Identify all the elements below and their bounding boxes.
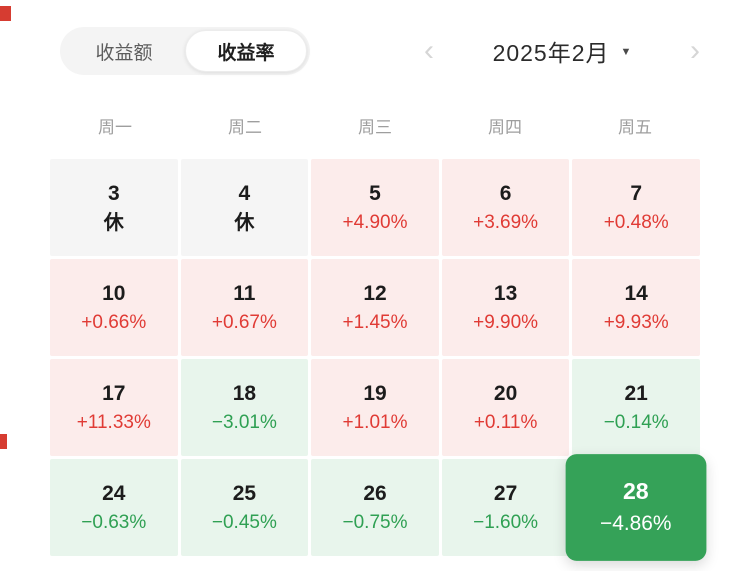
calendar-cell[interactable]: 10 +0.66% bbox=[50, 259, 178, 356]
cell-value: −0.45% bbox=[211, 512, 277, 533]
calendar-cell[interactable]: 18 −3.01% bbox=[180, 359, 309, 456]
cell-value: −0.14% bbox=[603, 412, 669, 433]
calendar-cell[interactable]: 17 +11.33% bbox=[50, 359, 178, 456]
cell-date: 25 bbox=[232, 482, 257, 505]
cell-date: 14 bbox=[624, 282, 648, 305]
cell-value: −0.75% bbox=[342, 512, 408, 533]
cell-date: 24 bbox=[102, 482, 126, 505]
cell-value: 休 bbox=[103, 211, 124, 234]
cell-date: 11 bbox=[233, 282, 256, 305]
cell-date: 6 bbox=[499, 182, 512, 205]
cell-date: 5 bbox=[369, 182, 381, 205]
calendar-cell[interactable]: 19 +1.01% bbox=[311, 359, 439, 456]
cell-value: +9.90% bbox=[473, 312, 539, 333]
cell-date: 18 bbox=[232, 382, 257, 405]
calendar-cell[interactable]: 25 −0.45% bbox=[180, 459, 309, 556]
tab-profit-rate[interactable]: 收益率 bbox=[185, 30, 307, 72]
calendar-cell[interactable]: 11 +0.67% bbox=[180, 259, 309, 356]
cell-value: +0.11% bbox=[473, 412, 538, 433]
cell-date: 28 bbox=[623, 479, 650, 505]
weekday-wed: 周三 bbox=[358, 118, 392, 137]
cell-date: 21 bbox=[624, 382, 648, 405]
cell-value: +11.33% bbox=[76, 412, 151, 433]
chevron-down-icon: ▼ bbox=[620, 46, 632, 58]
weekday-mon: 周一 bbox=[98, 118, 132, 137]
cell-date: 19 bbox=[363, 382, 387, 405]
calendar-cell[interactable]: 6 +3.69% bbox=[441, 159, 570, 256]
weekday-tue: 周二 bbox=[228, 118, 262, 137]
prev-month-icon[interactable]: ‹ bbox=[424, 34, 434, 67]
cell-value: +1.01% bbox=[342, 412, 408, 433]
calendar-cell-selected[interactable]: 28 −4.86% bbox=[566, 454, 707, 561]
weekday-fri: 周五 bbox=[618, 118, 652, 137]
month-dropdown[interactable]: 2025年2月 ▼ bbox=[493, 34, 632, 68]
month-label: 2025年2月 bbox=[492, 40, 610, 66]
cell-value: +1.45% bbox=[342, 312, 408, 333]
cell-date: 10 bbox=[102, 282, 126, 305]
cell-date: 17 bbox=[102, 382, 126, 405]
calendar-cell[interactable]: 5 +4.90% bbox=[311, 159, 439, 256]
cell-value: −1.60% bbox=[473, 512, 539, 533]
cell-date: 7 bbox=[630, 182, 643, 205]
next-month-icon[interactable]: › bbox=[689, 34, 700, 67]
calendar-cell[interactable]: 20 +0.11% bbox=[441, 359, 570, 456]
cell-value: +4.90% bbox=[342, 212, 408, 233]
cell-date: 3 bbox=[107, 181, 120, 205]
cell-date: 4 bbox=[238, 181, 251, 205]
calendar-cell[interactable]: 4 休 bbox=[180, 159, 309, 256]
weekday-header: 周一 周二 周三 周四 周五 bbox=[50, 113, 700, 138]
cell-value: −3.01% bbox=[211, 412, 277, 433]
cell-date: 27 bbox=[493, 482, 518, 505]
calendar-cell[interactable]: 7 +0.48% bbox=[572, 159, 700, 256]
left-edge-mark-top bbox=[0, 6, 11, 21]
calendar-cell[interactable]: 14 +9.93% bbox=[572, 259, 700, 356]
tab-profit-amount[interactable]: 收益额 bbox=[95, 42, 153, 64]
cell-date: 20 bbox=[493, 382, 518, 405]
month-navigator: ‹ 2025年2月 ▼ › bbox=[420, 33, 704, 69]
cell-value: +3.69% bbox=[473, 212, 539, 233]
calendar-cell[interactable]: 3 休 bbox=[50, 159, 178, 256]
calendar-grid: 3 休 4 休 5 +4.90% 6 +3.69% 7 +0.48% 10 +0… bbox=[50, 159, 707, 561]
calendar-cell[interactable]: 13 +9.90% bbox=[441, 259, 570, 356]
cell-value: −0.63% bbox=[81, 512, 147, 533]
cell-value: 休 bbox=[234, 211, 255, 234]
cell-value: +0.48% bbox=[603, 212, 669, 233]
calendar-cell[interactable]: 21 −0.14% bbox=[572, 359, 700, 456]
calendar-cell[interactable]: 12 +1.45% bbox=[311, 259, 439, 356]
profit-tab-group: 收益额 收益率 bbox=[60, 27, 310, 75]
cell-date: 13 bbox=[493, 282, 518, 305]
calendar-cell[interactable]: 27 −1.60% bbox=[441, 459, 570, 556]
calendar-cell[interactable]: 24 −0.63% bbox=[50, 459, 178, 556]
calendar-cell[interactable]: 26 −0.75% bbox=[311, 459, 439, 556]
cell-value: +0.66% bbox=[81, 312, 147, 333]
cell-value: +0.67% bbox=[211, 312, 277, 333]
weekday-thu: 周四 bbox=[488, 118, 522, 137]
cell-value: −4.86% bbox=[600, 512, 672, 536]
cell-date: 12 bbox=[363, 282, 387, 305]
cell-value: +9.93% bbox=[603, 312, 669, 333]
cell-date: 26 bbox=[363, 482, 387, 505]
left-edge-mark-bottom bbox=[0, 434, 7, 449]
